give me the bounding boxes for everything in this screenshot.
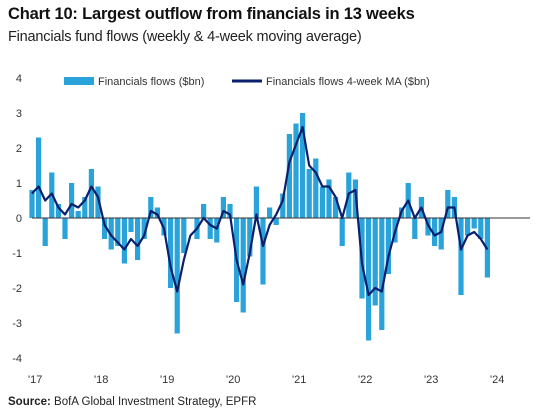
source-note: Source: BofA Global Investment Strategy,… (8, 396, 256, 408)
flow-bar (82, 197, 88, 218)
legend-bar-swatch (64, 77, 94, 85)
flow-bar (267, 207, 273, 218)
flow-bar (366, 218, 372, 341)
flow-bar (432, 218, 438, 246)
y-tick-label: -2 (12, 283, 22, 295)
legend: Financials flows ($bn) Financials flows … (64, 76, 430, 88)
x-tick-label: '17 (28, 374, 42, 386)
x-tick-label: '18 (94, 374, 108, 386)
flow-bar (220, 197, 226, 218)
flow-bar (121, 218, 127, 264)
flow-bar (201, 204, 207, 218)
x-axis-ticks: '17 '18 '19 '20 '21 '22 '23 '24 (28, 374, 504, 386)
chart-title: Chart 10: Largest outflow from financial… (8, 5, 415, 23)
x-tick-label: '19 (160, 374, 174, 386)
flow-bar (42, 218, 48, 246)
flow-bar (95, 186, 101, 218)
y-tick-label: 3 (16, 108, 22, 120)
flow-bar (141, 218, 147, 239)
flow-bar (273, 218, 279, 225)
x-tick-label: '21 (292, 374, 306, 386)
flow-bar (207, 218, 213, 239)
flow-bar (174, 218, 180, 334)
flow-bar (458, 218, 464, 295)
y-axis-ticks: 4 3 2 1 0 -1 -2 -3 -4 (12, 73, 22, 365)
flow-bar (260, 218, 266, 285)
ma-series-line (31, 125, 489, 297)
flow-bar (29, 190, 35, 218)
flow-bar (280, 193, 286, 218)
x-tick-label: '22 (358, 374, 372, 386)
flow-bar (36, 137, 42, 218)
flow-bar (214, 218, 220, 243)
flow-bar (240, 218, 246, 313)
y-tick-label: -1 (12, 248, 22, 260)
flow-bar (148, 197, 154, 218)
flow-bar (313, 158, 319, 218)
flow-bar (471, 218, 477, 229)
x-tick-label: '20 (226, 374, 240, 386)
source-label: Source: (8, 396, 51, 408)
flow-bar (128, 218, 134, 232)
legend-bar-label: Financials flows ($bn) (98, 76, 204, 88)
flow-bar (181, 218, 187, 253)
y-tick-label: 2 (16, 143, 22, 155)
flow-bar (253, 186, 259, 218)
flow-bar (412, 218, 418, 239)
flow-bar (385, 218, 391, 274)
flow-bar (286, 134, 292, 218)
flow-bar (326, 179, 332, 218)
flow-bar (438, 218, 444, 250)
flow-bar (102, 218, 108, 239)
x-tick-label: '23 (424, 374, 438, 386)
flow-bar (75, 211, 81, 218)
flow-bar (300, 113, 306, 218)
y-tick-label: 4 (16, 73, 22, 85)
flow-bar (306, 169, 312, 218)
y-tick-label: -3 (12, 318, 22, 330)
source-text: BofA Global Investment Strategy, EPFR (50, 396, 257, 408)
flow-bar (247, 218, 253, 257)
flow-bar (372, 218, 378, 306)
flow-bar (62, 218, 68, 239)
flow-bar (478, 218, 484, 239)
chart-subtitle: Financials fund flows (weekly & 4-week m… (8, 29, 362, 45)
flow-bar (168, 218, 174, 288)
flow-bar (445, 190, 451, 218)
flow-bar (88, 169, 94, 218)
flow-bar (339, 218, 345, 246)
flow-bar (293, 123, 299, 218)
flow-bar (69, 183, 75, 218)
legend-line-label: Financials flows 4-week MA ($bn) (266, 76, 430, 88)
flow-bar (227, 204, 233, 218)
y-tick-label: -4 (12, 353, 22, 365)
flow-bar (154, 207, 160, 218)
y-tick-label: 1 (16, 178, 22, 190)
flow-bar (135, 218, 141, 260)
flow-bar (319, 186, 325, 218)
chart-canvas: 4 3 2 1 0 -1 -2 -3 -4 '17 '18 '19 '20 '21 '22 '23 '24 F… (12, 73, 530, 386)
flow-bar (115, 218, 121, 246)
flow-bar (465, 218, 471, 236)
y-tick-label: 0 (16, 213, 22, 225)
flow-bar (333, 197, 339, 218)
flow-bar (55, 204, 61, 218)
x-tick-label: '24 (490, 374, 504, 386)
flow-bar (379, 218, 385, 330)
